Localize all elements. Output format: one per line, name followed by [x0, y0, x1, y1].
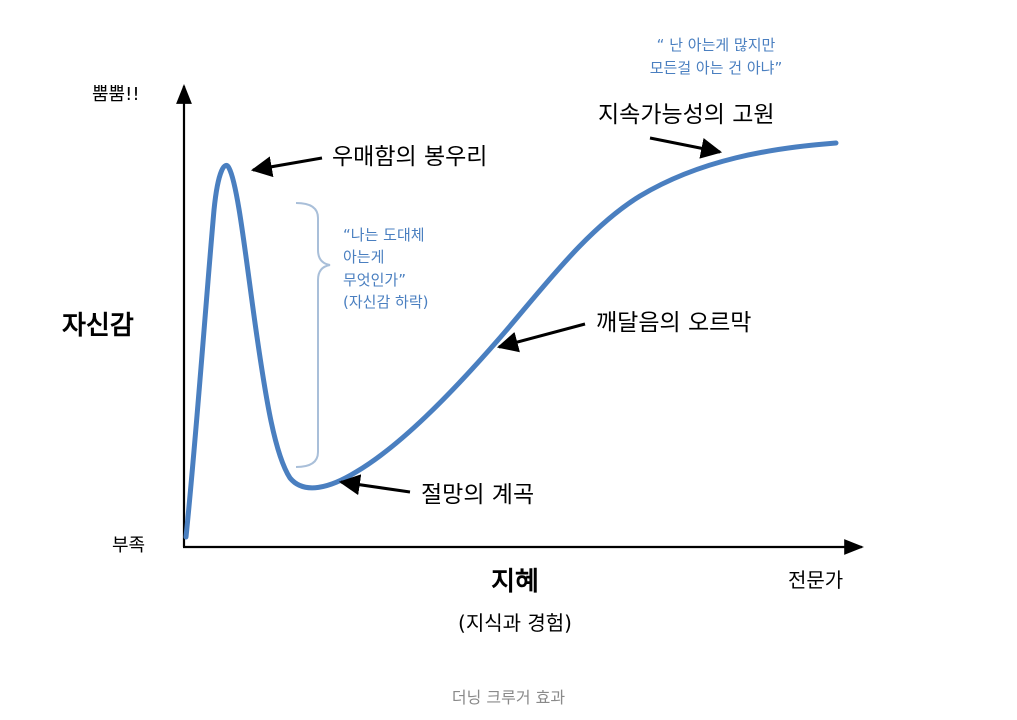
peak-arrow — [250, 156, 323, 178]
quote-line: “나는 도대체 — [343, 226, 425, 244]
y-axis-title: 자신감 — [62, 311, 134, 341]
quote-line: (자신감 하락) — [343, 293, 428, 311]
expert-quote: “ 난 아는게 많지만 모든걸 아는 건 아냐” — [650, 36, 782, 77]
plateau-arrow — [649, 136, 723, 159]
y-axis-top-label: 뿜뿜!! — [92, 84, 140, 105]
quote-line: 아는게 — [343, 248, 384, 266]
confidence-curve — [183, 140, 839, 540]
quote-line: 무엇인가” — [343, 271, 406, 289]
valley-arrow — [338, 474, 411, 496]
x-axis-title: 지혜 — [491, 567, 539, 597]
valley-label: 절망의 계곡 — [421, 482, 534, 508]
confidence-drop-quote: “나는 도대체 아는게 무엇인가” (자신감 하락) — [343, 226, 428, 311]
figure-caption: 더닝 크루거 효과 — [451, 688, 566, 707]
quote-line: “ 난 아는게 많지만 — [657, 36, 776, 54]
x-axis-subtitle: (지식과 경험) — [458, 611, 572, 635]
confidence-drop-bracket — [295, 202, 331, 468]
slope-arrow — [496, 322, 586, 353]
quote-line: 모든걸 아는 건 아냐” — [650, 59, 782, 77]
y-axis-bottom-label: 부족 — [112, 535, 145, 556]
x-axis-end-label: 전문가 — [788, 568, 843, 592]
slope-label: 깨달음의 오르막 — [596, 310, 751, 336]
peak-label: 우매함의 봉우리 — [332, 144, 487, 170]
plateau-label: 지속가능성의 고원 — [598, 102, 775, 128]
